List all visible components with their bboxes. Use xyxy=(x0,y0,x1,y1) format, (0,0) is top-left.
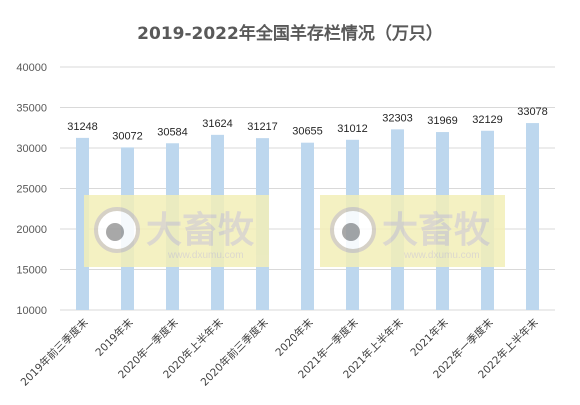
data-label: 30655 xyxy=(292,126,323,138)
data-label: 31248 xyxy=(67,121,98,133)
watermark-url: www.dxumu.com xyxy=(167,250,244,261)
watermark-brand: 大畜牧 xyxy=(146,210,255,251)
y-tick-label: 30000 xyxy=(16,143,47,155)
bar xyxy=(526,123,539,310)
data-label: 31624 xyxy=(202,118,233,130)
x-category-label: 2019年前三季度末 xyxy=(18,316,91,389)
data-label: 31012 xyxy=(337,123,368,135)
data-label: 30072 xyxy=(112,130,143,142)
data-label: 31217 xyxy=(247,121,278,133)
watermark-dot-icon xyxy=(106,223,124,241)
y-tick-label: 40000 xyxy=(16,62,47,74)
x-category-label: 2019年末 xyxy=(93,316,136,359)
x-axis-categories: 2019年前三季度末 2019年末2020年一季度末2020年上半年末2020年前… xyxy=(18,316,541,389)
bar xyxy=(301,142,314,310)
chart-title: 2019-2022年全国羊存栏情况（万只） xyxy=(137,23,443,44)
x-category-label: 2020年末 xyxy=(273,316,316,359)
watermark-dot-icon xyxy=(342,223,360,241)
data-label: 32303 xyxy=(382,112,413,124)
data-label: 32129 xyxy=(472,114,503,126)
data-label: 30584 xyxy=(157,126,188,138)
data-labels: 31248 30072 30584 31624 31217 30655 31012 32303… xyxy=(67,106,548,142)
y-tick-label: 20000 xyxy=(16,224,47,236)
y-tick-label: 35000 xyxy=(16,103,47,115)
y-tick-label: 25000 xyxy=(16,184,47,196)
y-axis-ticks: 10000 15000 20000 25000 30000 35000 40000 xyxy=(16,62,47,317)
data-label: 33078 xyxy=(517,106,548,118)
y-tick-label: 10000 xyxy=(16,305,47,317)
y-tick-label: 15000 xyxy=(16,265,47,277)
x-category-label: 2021年末 xyxy=(408,316,451,359)
data-label: 31969 xyxy=(427,115,458,127)
watermark-brand: 大畜牧 xyxy=(382,210,491,251)
watermark-url: www.dxumu.com xyxy=(403,250,480,261)
